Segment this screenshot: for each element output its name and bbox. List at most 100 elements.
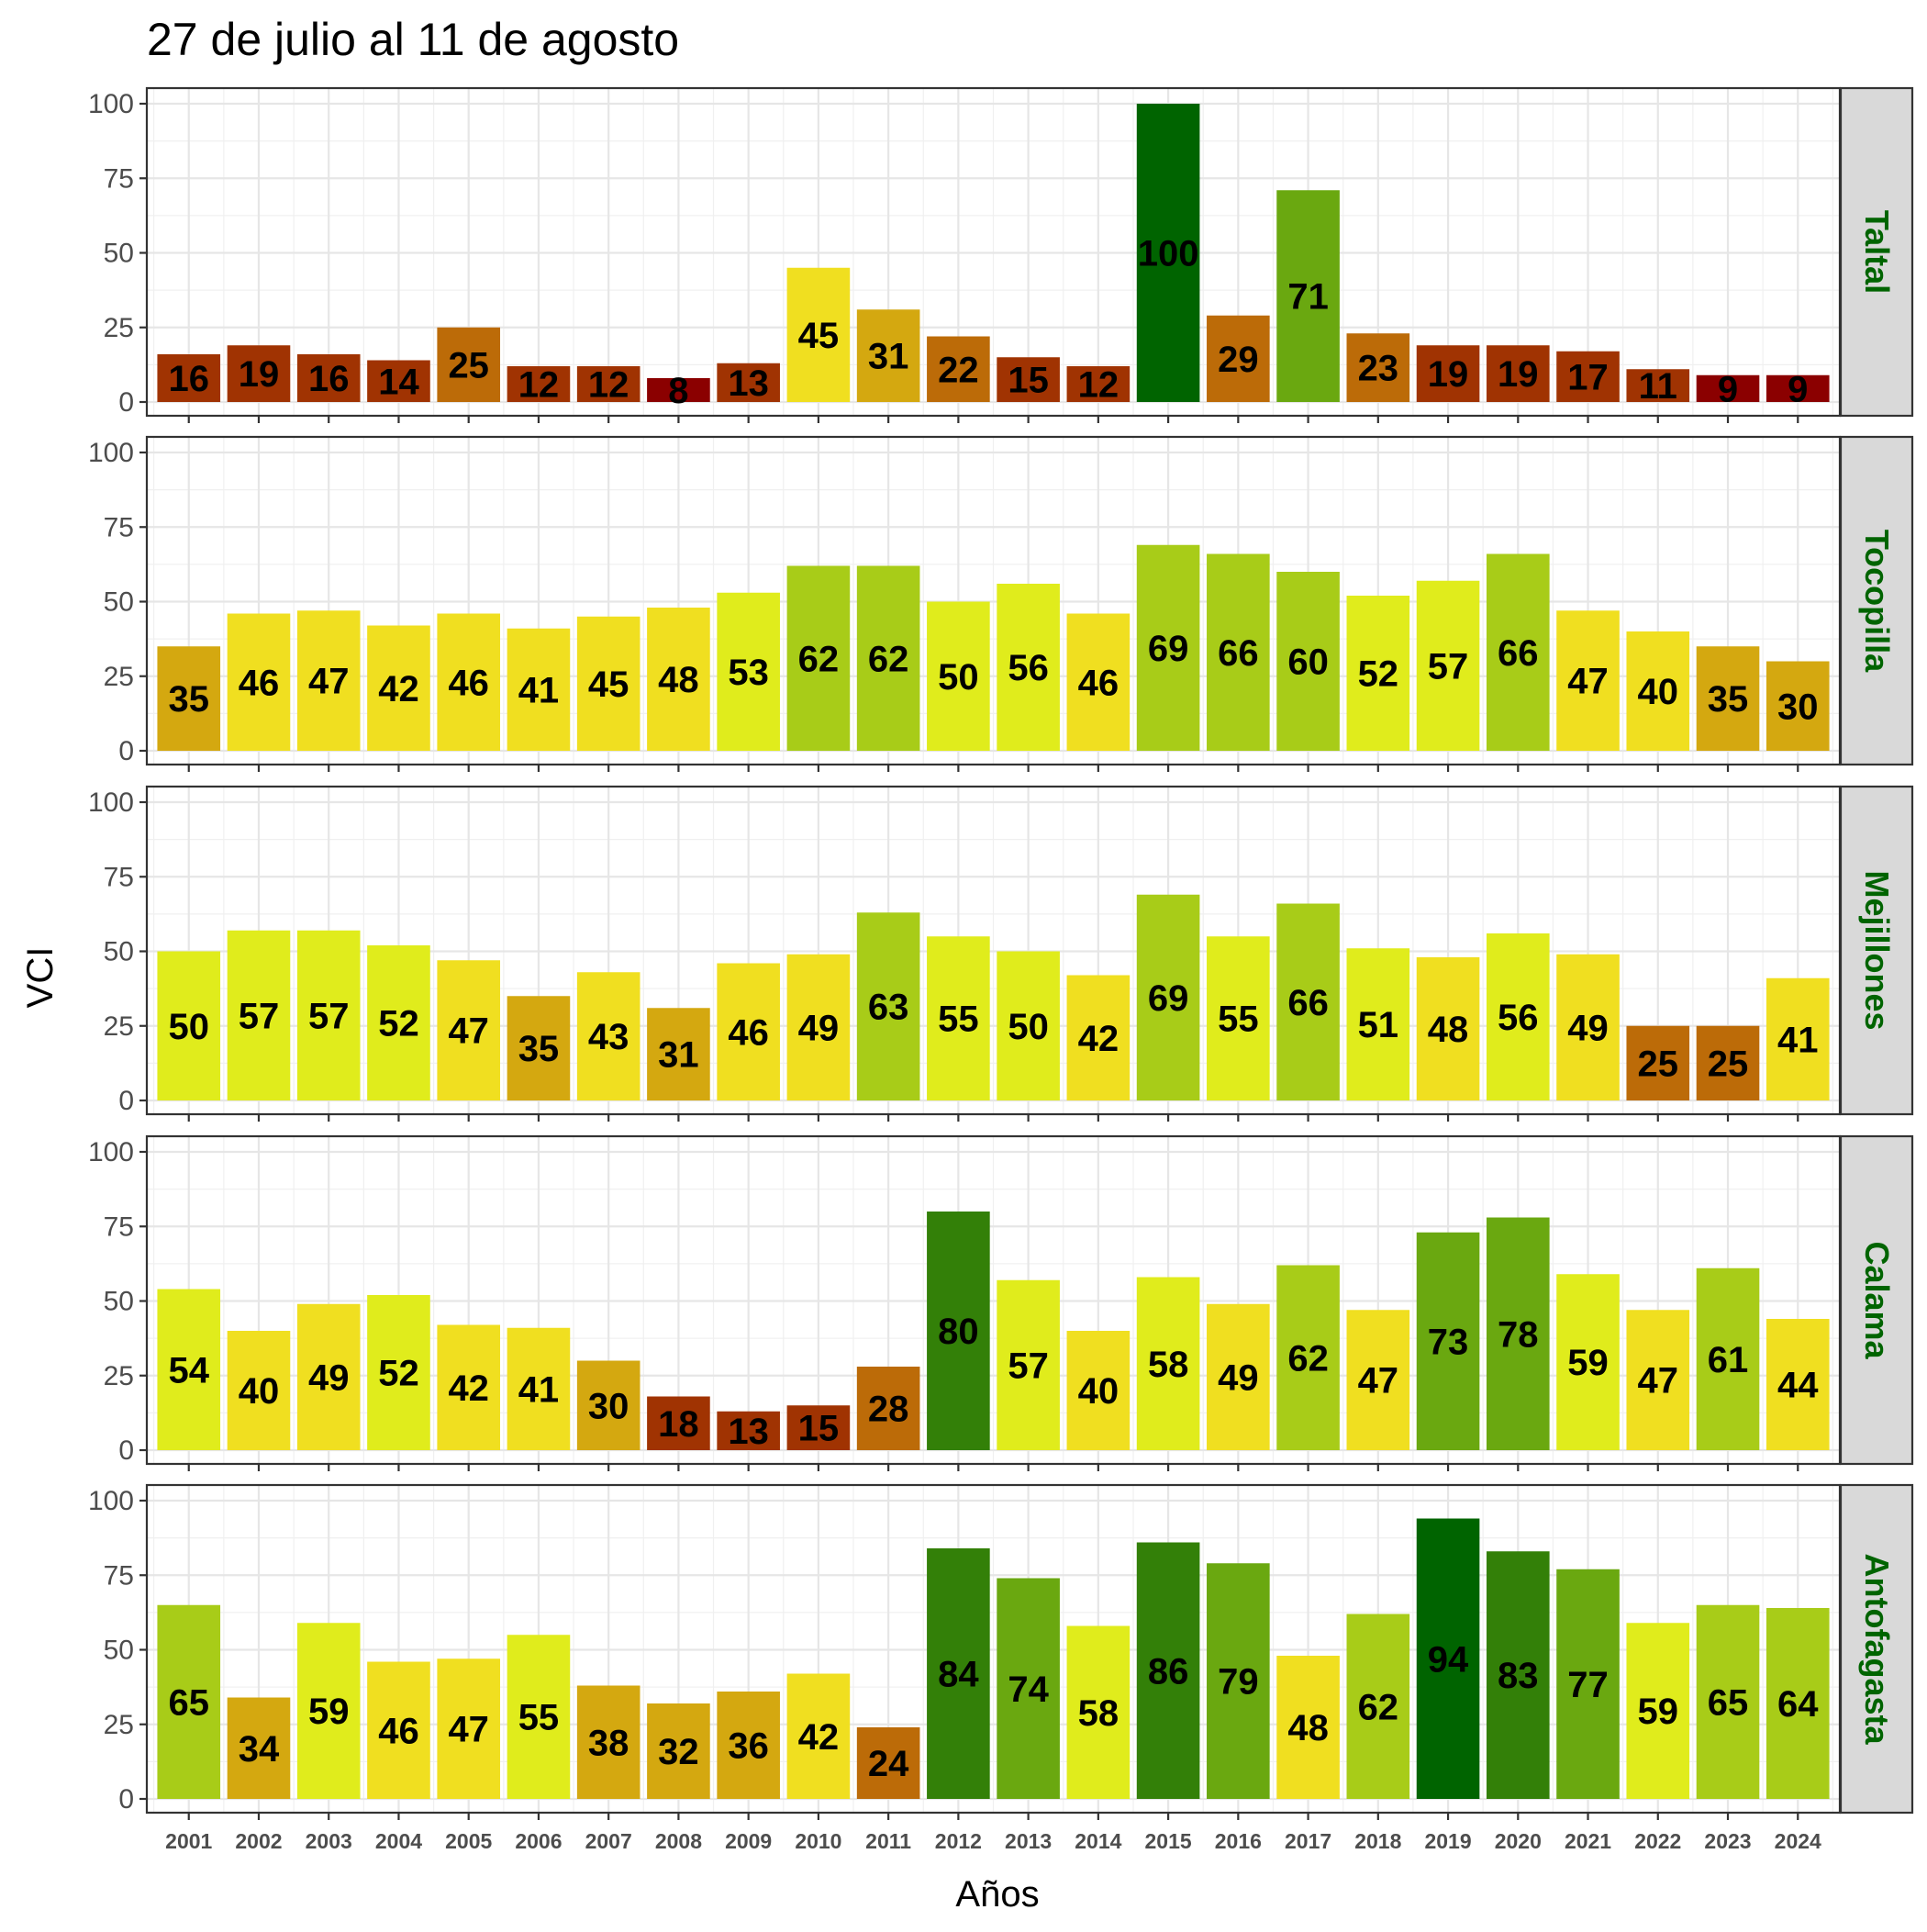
bar-label: 77 (1567, 1665, 1609, 1705)
y-tick-label: 25 (104, 662, 134, 692)
bar-mejillones-2023 (1696, 1025, 1760, 1100)
bar-antofagasta-2003 (296, 1623, 361, 1799)
bar-taltal-2018 (1346, 333, 1410, 402)
bar-label: 19 (1428, 354, 1469, 395)
bar-calama-2021 (1556, 1274, 1620, 1450)
bar-label: 55 (518, 1698, 560, 1738)
y-tick-label: 0 (118, 1435, 134, 1466)
bar-label: 62 (868, 639, 909, 679)
bar-label: 80 (938, 1312, 979, 1352)
bar-calama-2024 (1765, 1319, 1830, 1450)
bar-calama-2003 (296, 1303, 361, 1450)
bar-label: 11 (1639, 366, 1677, 407)
bar-label: 53 (728, 653, 769, 693)
bar-calama-2015 (1136, 1277, 1200, 1450)
x-tick-label: 2007 (585, 1829, 632, 1853)
bar-tocopilla-2002 (227, 613, 291, 751)
bar-label: 57 (1428, 646, 1469, 687)
bar-taltal-2014 (1066, 366, 1131, 402)
y-tick-label: 25 (104, 1011, 134, 1042)
bar-antofagasta-2023 (1696, 1604, 1760, 1799)
bar-mejillones-2001 (157, 951, 221, 1100)
bar-calama-2009 (717, 1411, 780, 1450)
bar-label: 49 (1218, 1357, 1259, 1398)
bar-label: 25 (1638, 1044, 1679, 1084)
x-tick-label: 2011 (865, 1829, 911, 1853)
bar-label: 35 (1708, 679, 1749, 720)
bar-label: 47 (448, 1011, 489, 1052)
bar-label: 46 (448, 663, 489, 703)
bar-label: 40 (239, 1371, 280, 1412)
bar-tocopilla-2014 (1066, 613, 1131, 751)
x-tick-label: 2024 (1775, 1829, 1821, 1853)
bar-label: 13 (728, 363, 769, 404)
bar-label: 36 (728, 1726, 769, 1767)
bar-label: 8 (668, 371, 688, 411)
bar-label: 45 (798, 316, 840, 356)
bar-label: 59 (1567, 1343, 1609, 1383)
x-tick-label: 2013 (1005, 1829, 1052, 1853)
y-tick-label: 100 (88, 1486, 134, 1516)
bar-mejillones-2010 (786, 954, 851, 1100)
bar-label: 48 (658, 660, 699, 700)
bar-tocopilla-2003 (296, 610, 361, 751)
bar-label: 52 (378, 1004, 419, 1044)
bar-label: 32 (658, 1732, 699, 1772)
facet-strip (1839, 435, 1914, 766)
bar-label: 71 (1287, 277, 1329, 318)
x-tick-label: 2010 (795, 1829, 841, 1853)
facet-strip (1839, 1483, 1914, 1815)
bar-mejillones-2002 (227, 930, 291, 1100)
bar-calama-2023 (1696, 1268, 1760, 1450)
bar-label: 16 (168, 359, 209, 399)
bar-label: 55 (938, 1000, 979, 1040)
bar-taltal-2003 (296, 354, 361, 402)
bar-label: 57 (308, 996, 350, 1036)
x-tick-label: 2021 (1565, 1829, 1611, 1853)
bar-label: 15 (798, 1409, 840, 1449)
bar-taltal-2016 (1207, 315, 1270, 402)
bar-antofagasta-2012 (927, 1548, 990, 1799)
bar-label: 100 (1138, 234, 1199, 274)
bar-antofagasta-2024 (1765, 1608, 1830, 1799)
facet-strip (1839, 785, 1914, 1116)
x-tick-label: 2020 (1495, 1829, 1542, 1853)
bar-mejillones-2014 (1066, 975, 1131, 1100)
bar-label: 41 (518, 1369, 560, 1410)
bar-label: 65 (1708, 1682, 1749, 1723)
bar-label: 29 (1218, 340, 1259, 380)
bar-label: 66 (1287, 983, 1329, 1023)
bar-mejillones-2003 (296, 930, 361, 1100)
bar-label: 48 (1287, 1708, 1329, 1748)
bar-mejillones-2024 (1765, 977, 1830, 1100)
x-tick-label: 2008 (655, 1829, 702, 1853)
bar-label: 19 (239, 354, 280, 395)
bar-antofagasta-2006 (507, 1635, 571, 1799)
bar-taltal-2010 (786, 267, 851, 402)
bar-label: 35 (168, 679, 209, 720)
bar-label: 59 (308, 1692, 350, 1732)
bar-antofagasta-2017 (1276, 1656, 1340, 1799)
y-tick-label: 100 (88, 1137, 134, 1167)
bar-label: 40 (1078, 1371, 1119, 1412)
bar-label: 59 (1638, 1692, 1679, 1732)
y-tick-label: 100 (88, 89, 134, 119)
bar-mejillones-2021 (1556, 954, 1620, 1100)
bar-label: 65 (168, 1682, 209, 1723)
bar-mejillones-2005 (437, 960, 501, 1100)
bar-label: 34 (239, 1729, 280, 1770)
bar-taltal-2012 (927, 336, 990, 402)
bar-taltal-2013 (997, 357, 1060, 402)
bar-taltal-2015 (1136, 104, 1200, 402)
bar-label: 79 (1218, 1662, 1259, 1703)
bar-antofagasta-2005 (437, 1658, 501, 1799)
bar-label: 18 (658, 1404, 699, 1445)
bar-label: 47 (448, 1710, 489, 1750)
facet-strip-label: Antofagasta (1858, 1553, 1896, 1745)
bar-label: 47 (1358, 1361, 1399, 1402)
bar-calama-2006 (507, 1327, 571, 1450)
bar-label: 73 (1428, 1322, 1469, 1362)
bar-tocopilla-2022 (1626, 631, 1690, 751)
bar-label: 46 (1078, 663, 1119, 703)
